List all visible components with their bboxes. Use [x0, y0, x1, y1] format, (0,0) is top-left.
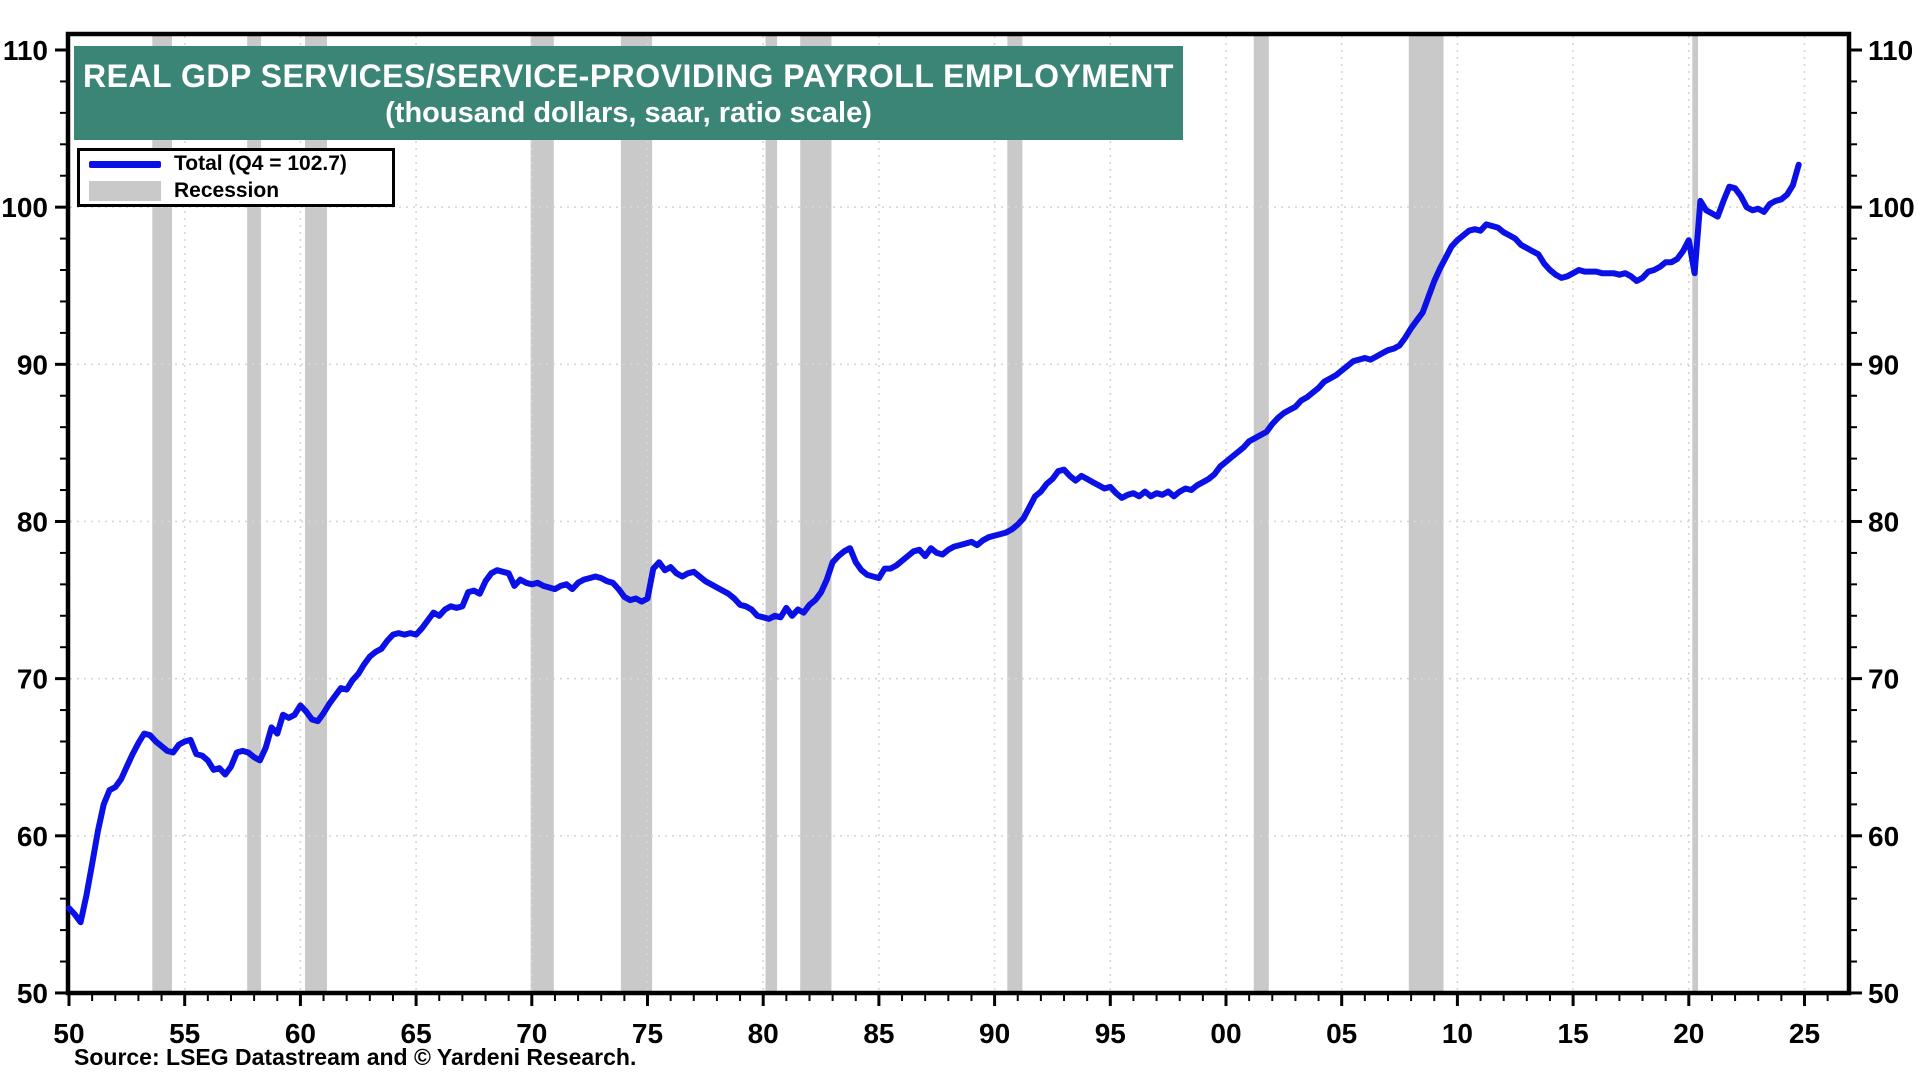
x-axis-label: 70 — [516, 1018, 547, 1049]
source-credit: Source: LSEG Datastream and © Yardeni Re… — [74, 1044, 637, 1070]
y-axis-label-right: 90 — [1868, 349, 1899, 380]
recession-swatch — [89, 181, 161, 201]
recession-band — [1692, 36, 1699, 992]
x-axis-label: 05 — [1326, 1018, 1357, 1049]
y-axis-label-left: 50 — [17, 978, 48, 1009]
x-axis-label: 25 — [1789, 1018, 1820, 1049]
y-axis-label-right: 80 — [1868, 506, 1899, 537]
y-axis-label-right: 60 — [1868, 821, 1899, 852]
legend-row-total: Total (Q4 = 102.7) — [89, 152, 392, 176]
chart-subtitle: (thousand dollars, saar, ratio scale) — [385, 96, 872, 129]
x-axis-label: 60 — [285, 1018, 316, 1049]
recession-band — [1253, 36, 1269, 992]
total-line-swatch — [89, 160, 161, 168]
x-axis-label: 10 — [1442, 1018, 1473, 1049]
y-axis-label-left: 100 — [1, 192, 48, 223]
x-axis-label: 80 — [748, 1018, 779, 1049]
recession-band — [1007, 36, 1023, 992]
recession-band — [765, 36, 778, 992]
y-axis-label-right: 110 — [1868, 35, 1913, 66]
x-axis-label: 20 — [1673, 1018, 1704, 1049]
y-axis-label-left: 80 — [17, 506, 48, 537]
legend-label-total: Total (Q4 = 102.7) — [174, 152, 347, 175]
recession-band — [305, 36, 328, 992]
y-axis-label-right: 100 — [1868, 192, 1915, 223]
recession-band — [1408, 36, 1444, 992]
y-axis-label-left: 90 — [17, 349, 48, 380]
recession-band — [800, 36, 832, 992]
x-axis-label: 15 — [1558, 1018, 1589, 1049]
x-axis-label: 75 — [632, 1018, 663, 1049]
y-axis-label-right: 50 — [1868, 978, 1899, 1009]
x-axis-label: 95 — [1095, 1018, 1126, 1049]
x-axis-label: 50 — [53, 1018, 84, 1049]
chart-title-banner: REAL GDP SERVICES/SERVICE-PROVIDING PAYR… — [74, 46, 1183, 140]
total-line — [66, 161, 1802, 926]
plot-border — [65, 31, 1852, 996]
x-axis-label: 00 — [1210, 1018, 1241, 1049]
x-axis-label: 65 — [401, 1018, 432, 1049]
x-axis-label: 90 — [979, 1018, 1010, 1049]
legend-label-recession: Recession — [174, 179, 280, 202]
y-axis-label-left: 70 — [17, 664, 48, 695]
y-axis-label-right: 70 — [1868, 664, 1899, 695]
recession-band — [530, 36, 554, 992]
legend-row-recession: Recession — [89, 179, 392, 203]
x-axis-label: 85 — [863, 1018, 894, 1049]
chart-title: REAL GDP SERVICES/SERVICE-PROVIDING PAYR… — [83, 57, 1174, 94]
x-axis-label: 55 — [169, 1018, 200, 1049]
y-axis-label-left: 60 — [17, 821, 48, 852]
legend: Total (Q4 = 102.7) Recession — [77, 148, 395, 207]
y-axis-label-left: 110 — [3, 35, 48, 66]
